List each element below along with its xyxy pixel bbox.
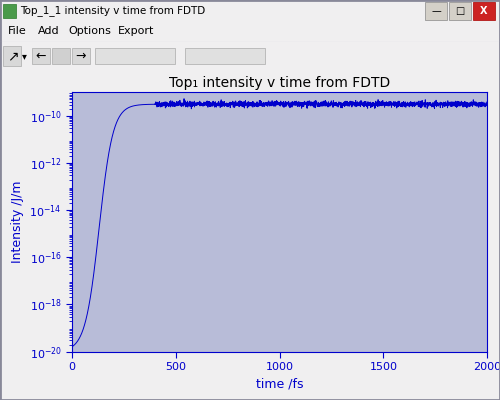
Bar [72,48,90,64]
Bar [449,2,471,20]
Text: Top_1_1 intensity v time from FDTD: Top_1_1 intensity v time from FDTD [20,6,206,16]
Bar [185,48,265,64]
Bar [473,2,495,20]
Text: ↗: ↗ [7,49,18,63]
Title: Top₁ intensity v time from FDTD: Top₁ intensity v time from FDTD [169,76,390,90]
Text: Export: Export [118,26,154,36]
Bar [32,48,50,64]
Text: Add: Add [38,26,60,36]
X-axis label: time /fs: time /fs [256,378,304,390]
Bar [52,48,70,64]
Text: ▾: ▾ [22,51,27,61]
Text: —: — [431,6,441,16]
Text: Options: Options [68,26,111,36]
Text: File: File [8,26,27,36]
Text: →: → [76,50,86,62]
Bar [3,4,16,18]
Bar [425,2,447,20]
Text: □: □ [456,6,464,16]
Bar [95,48,175,64]
Text: X: X [480,6,488,16]
Text: ←: ← [36,50,46,62]
Bar [3,46,21,66]
Y-axis label: Intensity /J/m: Intensity /J/m [11,181,24,263]
